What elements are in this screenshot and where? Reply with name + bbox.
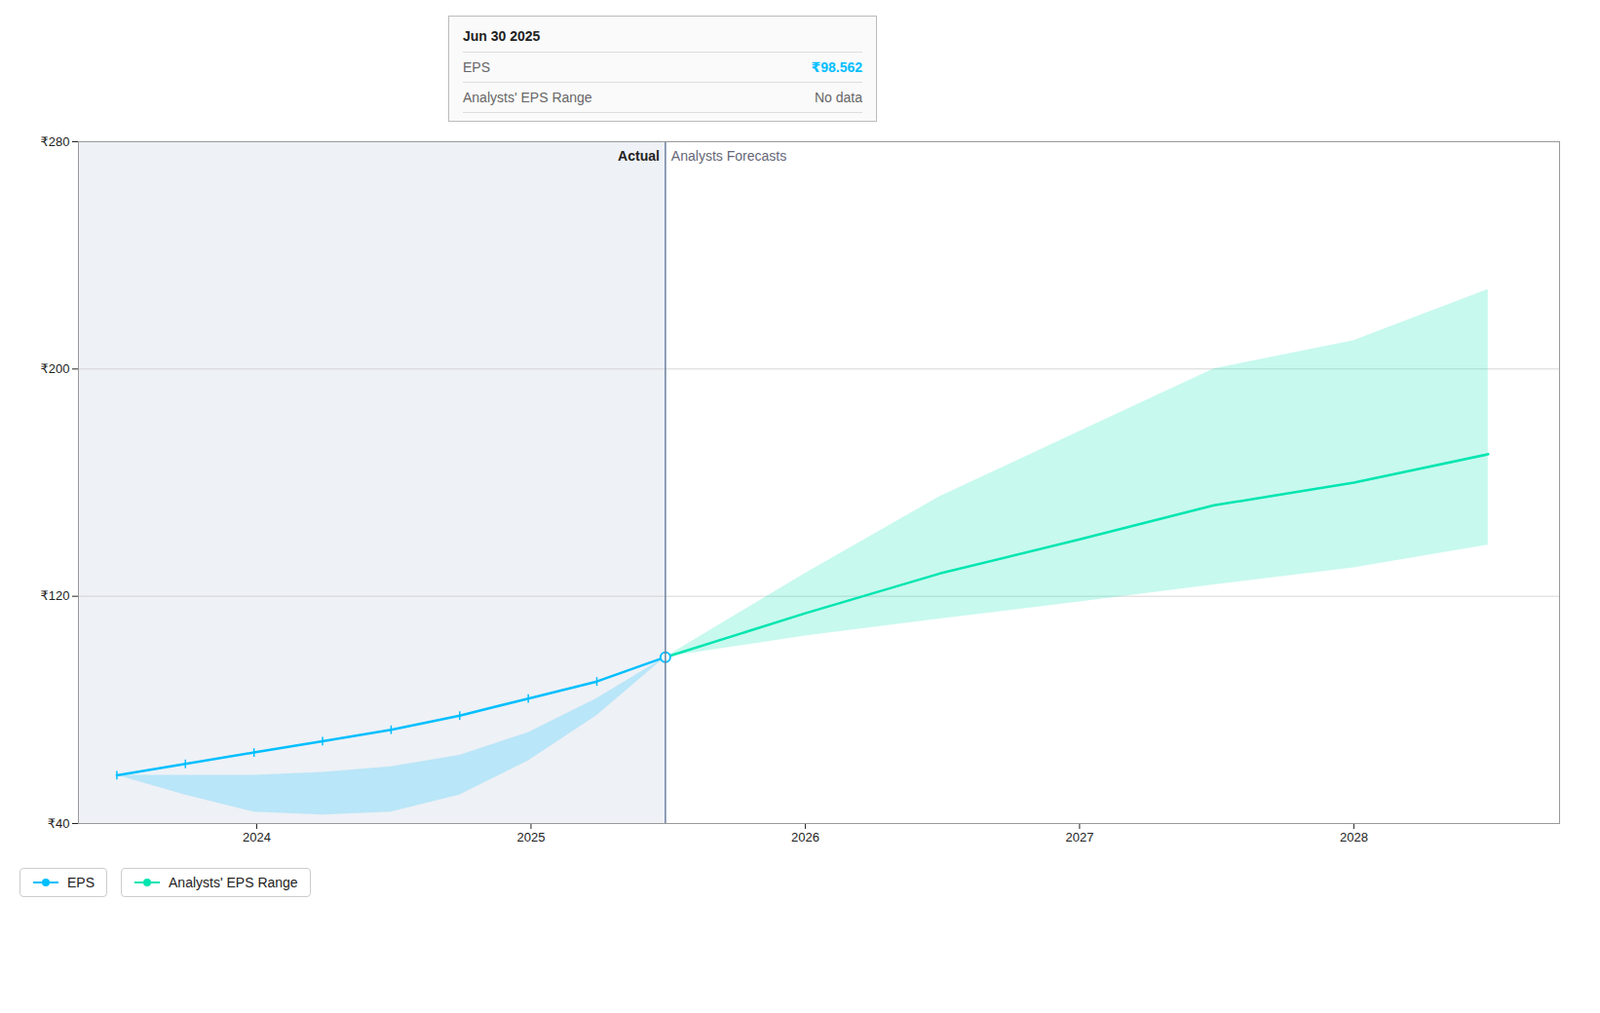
svg-text:Analysts Forecasts: Analysts Forecasts [671, 148, 787, 164]
svg-text:2025: 2025 [516, 830, 545, 845]
svg-text:₹120: ₹120 [40, 588, 71, 604]
svg-text:2024: 2024 [242, 830, 271, 845]
html-text:EPS: EPS [67, 875, 95, 891]
svg-text:₹200: ₹200 [40, 361, 71, 377]
html-text:₹98.562: ₹98.562 [811, 59, 863, 76]
svg-text:₹280: ₹280 [40, 134, 71, 150]
html-text:EPS: EPS [462, 59, 491, 76]
svg-text:Actual: Actual [617, 148, 660, 164]
html-text:Jun 30 2025: Jun 30 2025 [462, 28, 541, 44]
html-text:Analysts' EPS Range: Analysts' EPS Range [168, 875, 298, 891]
html-text:No data: No data [814, 89, 863, 106]
svg-text:2028: 2028 [1339, 830, 1369, 845]
svg-text:2026: 2026 [791, 830, 820, 845]
svg-text:2027: 2027 [1065, 830, 1094, 845]
html-text:Analysts' EPS Range: Analysts' EPS Range [462, 89, 593, 106]
svg-text:₹40: ₹40 [47, 816, 71, 832]
